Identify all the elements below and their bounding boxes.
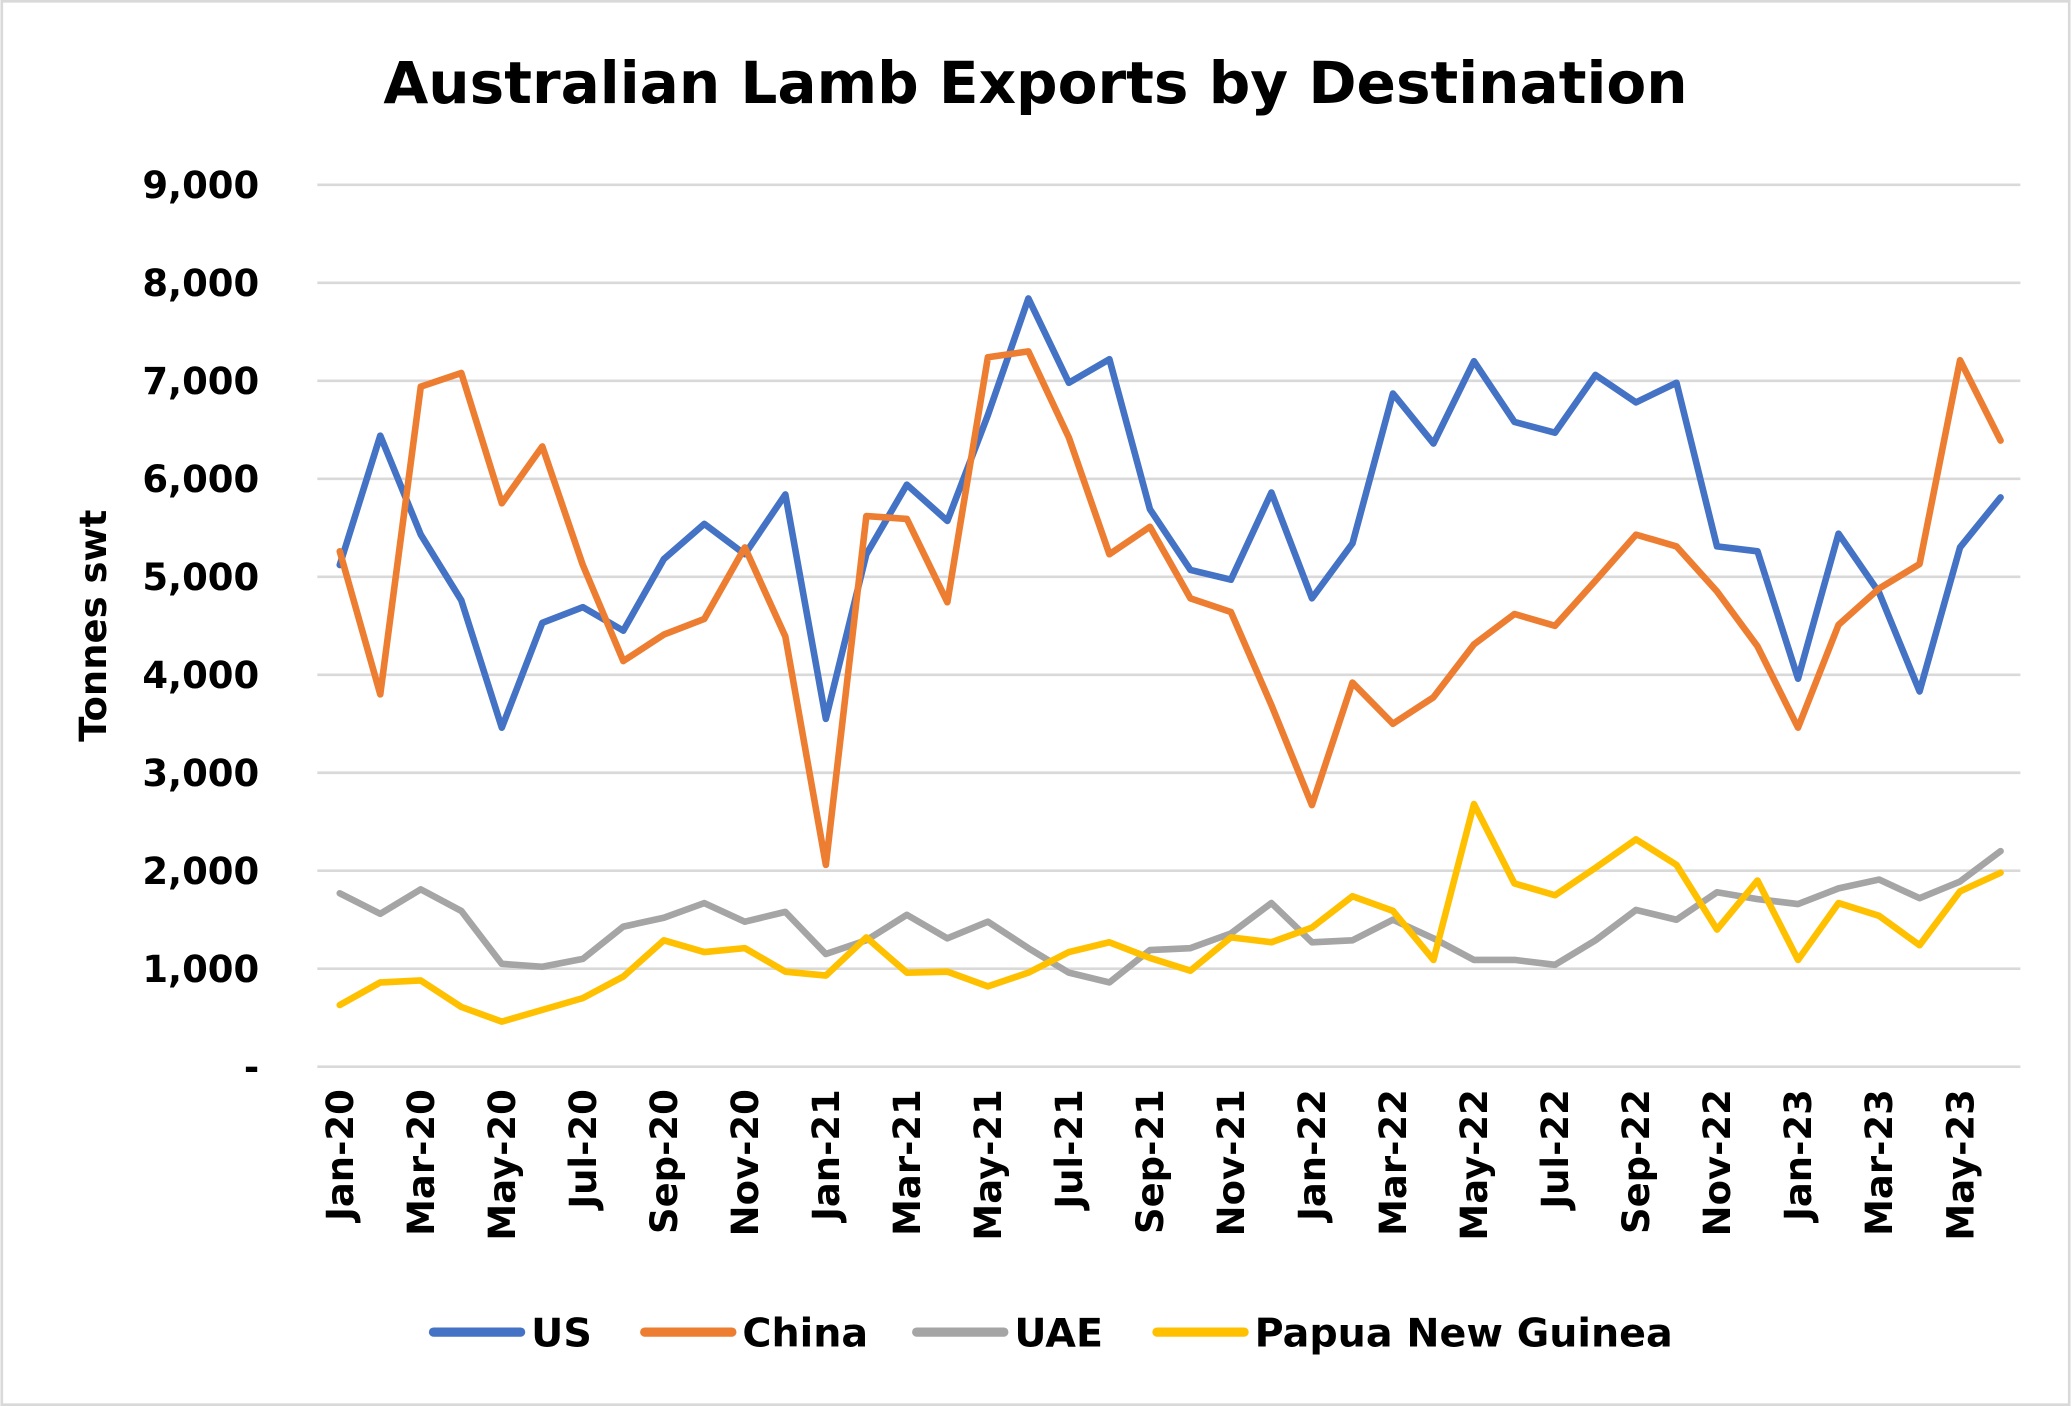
x-tick-label: Jul-21 bbox=[1048, 1089, 1091, 1211]
y-tick-label: 4,000 bbox=[142, 654, 259, 697]
series-line-china bbox=[336, 348, 2004, 869]
x-tick-label: May-22 bbox=[1453, 1089, 1496, 1240]
y-tick-label: 7,000 bbox=[142, 360, 259, 403]
x-tick-label: Jan-23 bbox=[1777, 1089, 1820, 1224]
y-tick-labels: - 1,000 2,000 3,000 4,000 5,000 6,000 7,000 8,00… bbox=[142, 164, 259, 1089]
y-tick-label: 1,000 bbox=[142, 948, 259, 991]
x-tick-label: Jan-20 bbox=[319, 1089, 362, 1224]
series-line-papua-new-guinea bbox=[336, 800, 2004, 1025]
series-line-uae bbox=[336, 847, 2004, 986]
series-lines bbox=[336, 295, 2004, 1025]
y-tick-label: 3,000 bbox=[142, 752, 259, 795]
x-tick-label: Mar-23 bbox=[1858, 1089, 1901, 1236]
y-tick-label: 2,000 bbox=[142, 850, 259, 893]
x-tick-label: Jul-22 bbox=[1534, 1089, 1577, 1211]
x-tick-labels: Jan-20 Mar-20 May-20 Jul-20 Sep-20 Nov-20 Jan-… bbox=[319, 1089, 1982, 1240]
x-tick-label: Nov-20 bbox=[724, 1089, 767, 1236]
legend-item: US bbox=[428, 1311, 592, 1357]
legend-item: UAE bbox=[912, 1311, 1103, 1357]
x-tick-label: Mar-20 bbox=[400, 1089, 443, 1236]
y-axis-label: Tonnes swt bbox=[72, 510, 115, 742]
x-tick-label: Mar-21 bbox=[886, 1089, 929, 1236]
y-tick-label: 6,000 bbox=[142, 458, 259, 501]
x-tick-label: Nov-22 bbox=[1696, 1089, 1739, 1236]
legend: US China UAE Papua New Guinea bbox=[428, 1311, 1673, 1357]
legend-item: Papua New Guinea bbox=[1152, 1311, 1673, 1357]
y-tick-label: 8,000 bbox=[142, 262, 259, 305]
gridlines bbox=[317, 183, 2021, 1069]
legend-item: China bbox=[640, 1311, 868, 1357]
y-tick-label: 5,000 bbox=[142, 556, 259, 599]
y-tick-label: 9,000 bbox=[142, 164, 259, 207]
x-tick-label: Jan-22 bbox=[1291, 1089, 1334, 1224]
x-tick-label: Nov-21 bbox=[1210, 1089, 1253, 1236]
legend-label: US bbox=[531, 1311, 592, 1357]
series-line-us bbox=[336, 295, 2004, 731]
chart-title: Australian Lamb Exports by Destination bbox=[383, 49, 1687, 117]
x-tick-label: May-20 bbox=[481, 1089, 524, 1240]
legend-label: UAE bbox=[1014, 1311, 1103, 1357]
x-tick-label: Sep-21 bbox=[1129, 1089, 1172, 1234]
x-tick-label: May-21 bbox=[967, 1089, 1010, 1240]
y-tick-label: - bbox=[244, 1046, 259, 1089]
legend-label: Papua New Guinea bbox=[1255, 1311, 1673, 1357]
x-tick-label: Jul-20 bbox=[562, 1089, 605, 1211]
x-tick-label: Sep-22 bbox=[1615, 1089, 1658, 1234]
x-tick-label: Mar-22 bbox=[1372, 1089, 1415, 1236]
x-tick-label: May-23 bbox=[1939, 1089, 1982, 1240]
x-tick-label: Jan-21 bbox=[805, 1089, 848, 1224]
x-tick-label: Sep-20 bbox=[643, 1089, 686, 1234]
legend-label: China bbox=[742, 1311, 868, 1357]
